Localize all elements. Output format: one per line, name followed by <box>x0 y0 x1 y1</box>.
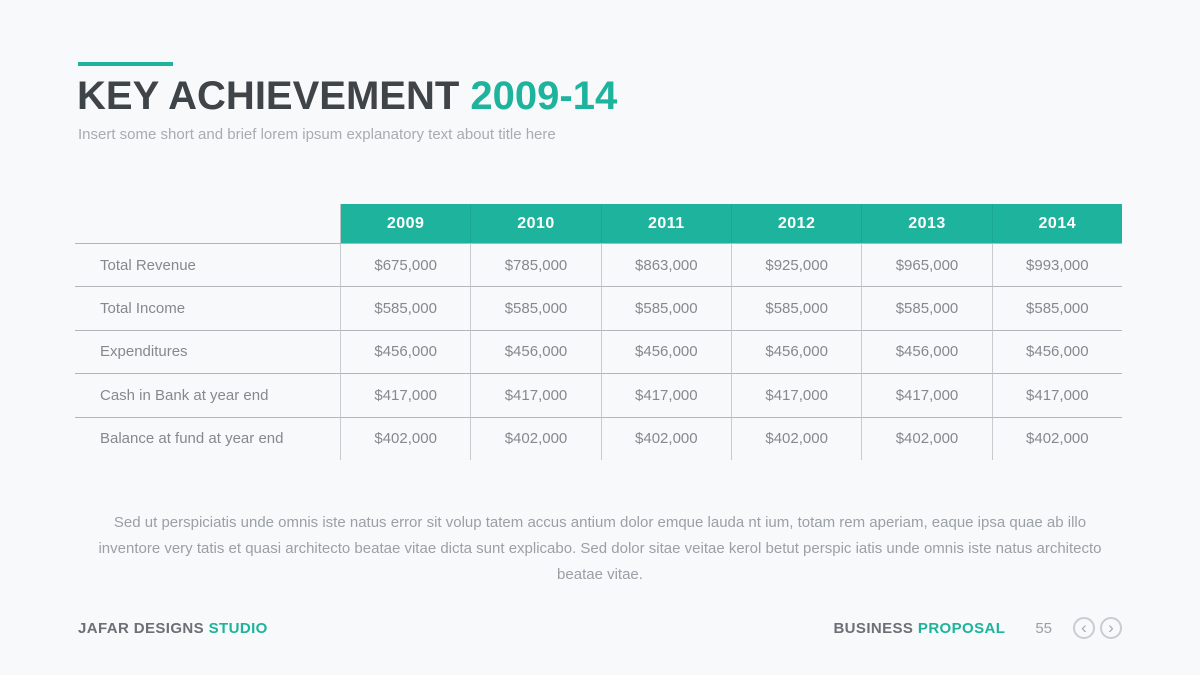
row-label: Balance at fund at year end <box>75 416 340 460</box>
year-header-cell: 2014 <box>991 204 1122 243</box>
table-value-cell: $585,000 <box>991 286 1122 330</box>
footer: JAFAR DESIGNS STUDIO BUSINESS PROPOSAL 5… <box>78 616 1122 640</box>
table-corner-cell <box>75 204 340 243</box>
page-title-accent: 2009-14 <box>470 74 618 118</box>
page-subtitle: Insert some short and brief lorem ipsum … <box>78 126 556 143</box>
table-value-cell: $402,000 <box>340 416 471 460</box>
row-label: Expenditures <box>75 329 340 373</box>
brand-main: JAFAR DESIGNS <box>78 619 205 637</box>
table-value-cell: $456,000 <box>600 329 731 374</box>
page-number: 55 <box>1035 619 1052 637</box>
table-value-cell: $456,000 <box>730 329 862 374</box>
table-value-cell: $675,000 <box>340 243 471 287</box>
table-value-cell: $456,000 <box>340 329 471 374</box>
doc-title-accent: PROPOSAL <box>917 619 1006 637</box>
table-value-cell: $417,000 <box>340 373 471 417</box>
table-value-cell: $585,000 <box>730 286 862 330</box>
table-value-cell: $993,000 <box>991 243 1122 287</box>
year-header-cell: 2012 <box>730 204 862 243</box>
page-title-main: KEY ACHIEVEMENT <box>77 74 460 118</box>
title-accent-rule <box>78 62 173 66</box>
row-label: Total Income <box>75 286 340 329</box>
table-value-cell: $863,000 <box>600 243 731 287</box>
table-value-cell: $925,000 <box>730 243 862 287</box>
table-value-cell: $456,000 <box>991 329 1122 374</box>
chevron-right-icon: › <box>1108 617 1114 637</box>
table-value-cell: $402,000 <box>991 416 1122 460</box>
table-value-cell: $965,000 <box>861 243 992 287</box>
table-value-cell: $456,000 <box>470 329 601 374</box>
achievements-table: 2009 2010 2011 2012 2013 2014 Total Revenue $67… <box>75 204 1122 460</box>
page-title: KEY ACHIEVEMENT 2009-14 <box>77 74 617 119</box>
table-value-cell: $402,000 <box>600 416 731 460</box>
table-value-cell: $417,000 <box>600 373 731 417</box>
year-header-cell: 2010 <box>470 204 601 243</box>
table-value-cell: $585,000 <box>470 286 601 330</box>
table-value-cell: $785,000 <box>470 243 601 287</box>
table-value-cell: $585,000 <box>600 286 731 330</box>
table-value-cell: $585,000 <box>340 286 471 330</box>
doc-title-main: BUSINESS <box>833 619 914 637</box>
brand-logo: JAFAR DESIGNS STUDIO <box>78 620 268 637</box>
table-value-cell: $402,000 <box>470 416 601 460</box>
row-label: Cash in Bank at year end <box>75 373 340 416</box>
table-value-cell: $585,000 <box>861 286 992 330</box>
table-value-cell: $402,000 <box>861 416 992 460</box>
table-value-cell: $417,000 <box>470 373 601 417</box>
document-title: BUSINESS PROPOSAL <box>833 620 1005 637</box>
chevron-left-icon: ‹ <box>1081 617 1087 637</box>
year-header-cell: 2013 <box>861 204 992 243</box>
brand-accent: STUDIO <box>208 619 268 637</box>
footer-right: BUSINESS PROPOSAL 55 ‹ › <box>833 617 1122 639</box>
year-header-cell: 2009 <box>340 204 471 243</box>
prev-slide-button[interactable]: ‹ <box>1073 617 1095 639</box>
next-slide-button[interactable]: › <box>1100 617 1122 639</box>
table-value-cell: $402,000 <box>730 416 862 460</box>
table-value-cell: $417,000 <box>730 373 862 417</box>
year-header-cell: 2011 <box>600 204 731 243</box>
table-value-cell: $456,000 <box>861 329 992 374</box>
row-label: Total Revenue <box>75 243 340 286</box>
body-paragraph: Sed ut perspiciatis unde omnis iste natu… <box>98 514 1102 583</box>
table-value-cell: $417,000 <box>861 373 992 417</box>
table-value-cell: $417,000 <box>991 373 1122 417</box>
